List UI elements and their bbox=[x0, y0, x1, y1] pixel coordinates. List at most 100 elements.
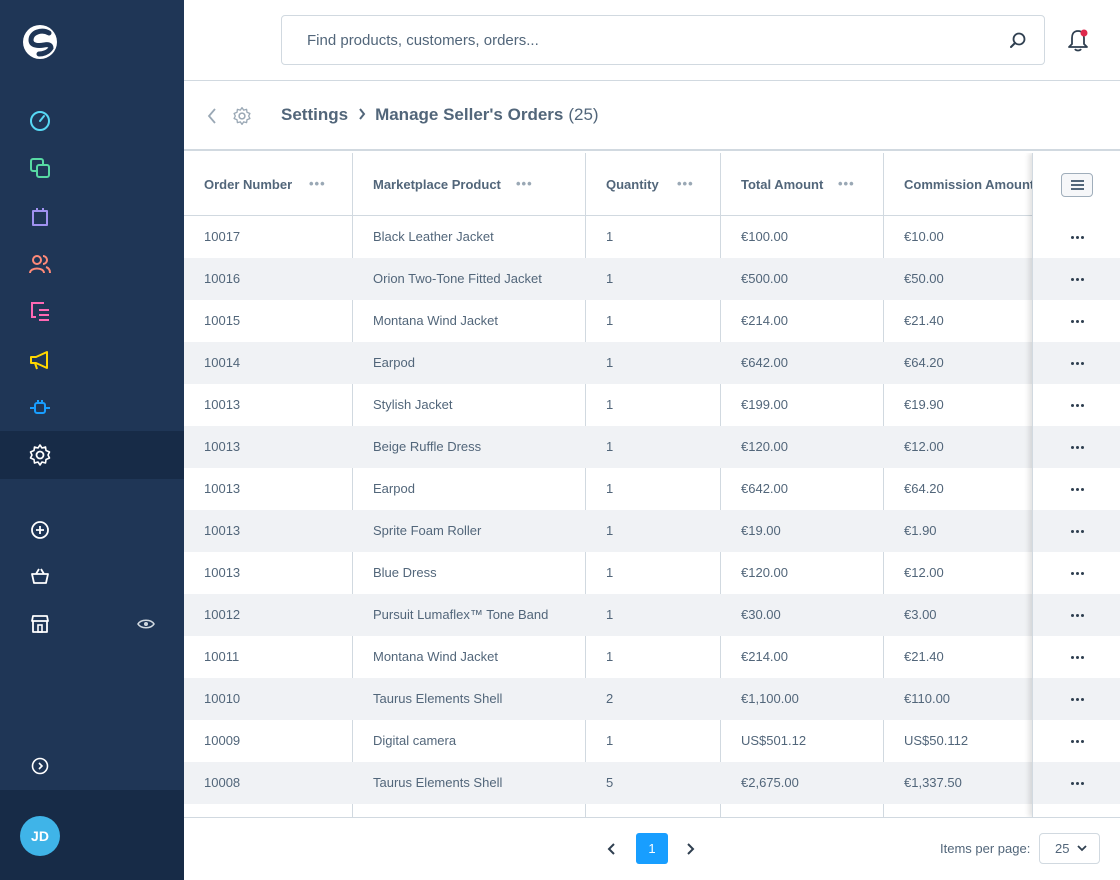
table-row[interactable]: 10017 Black Leather Jacket 1 €100.00 €10.00 bbox=[184, 216, 1032, 258]
column-menu-icon[interactable]: ••• bbox=[677, 176, 694, 191]
row-actions-button[interactable] bbox=[1033, 216, 1120, 258]
nav-customers[interactable] bbox=[0, 240, 184, 288]
commission-amount-cell: €12.00 bbox=[904, 439, 944, 454]
nav-content[interactable] bbox=[0, 288, 184, 336]
row-actions-button[interactable] bbox=[1033, 258, 1120, 300]
table-row[interactable]: 10013 Beige Ruffle Dress 1 €120.00 €12.00 bbox=[184, 426, 1032, 468]
table-row[interactable]: 10013 Blue Dress 1 €120.00 €12.00 bbox=[184, 552, 1032, 594]
row-actions-button[interactable] bbox=[1033, 720, 1120, 762]
commission-amount-cell: €64.20 bbox=[904, 481, 944, 496]
column-settings-button[interactable] bbox=[1061, 173, 1093, 197]
total-amount-cell: €120.00 bbox=[741, 439, 788, 454]
product-cell: Montana Wind Jacket bbox=[373, 313, 499, 328]
table-row[interactable]: 10009 Digital camera 1 US$501.12 US$50.112 bbox=[184, 720, 1032, 762]
order-number-cell: 10013 bbox=[204, 565, 241, 580]
shopping-bag-icon bbox=[32, 208, 48, 226]
product-cell: Black Leather Jacket bbox=[373, 229, 494, 244]
quantity-cell: 1 bbox=[606, 565, 614, 580]
collapse-sidebar[interactable] bbox=[0, 742, 184, 790]
row-actions-button[interactable] bbox=[1033, 510, 1120, 552]
commission-amount-cell: €21.40 bbox=[904, 313, 944, 328]
column-divider[interactable] bbox=[883, 153, 884, 817]
back-arrow-icon[interactable] bbox=[206, 107, 218, 125]
items-per-page-select[interactable]: 25 bbox=[1039, 833, 1100, 864]
nav-sales-channel-storefront[interactable] bbox=[0, 600, 184, 648]
total-amount-cell: €214.00 bbox=[741, 649, 788, 664]
bell-icon[interactable] bbox=[1067, 28, 1089, 52]
product-cell: Digital camera bbox=[373, 733, 457, 748]
row-actions-button[interactable] bbox=[1033, 678, 1120, 720]
nav-marketing[interactable] bbox=[0, 336, 184, 384]
breadcrumb: Settings Manage Seller's Orders (25) bbox=[281, 105, 599, 125]
chevron-down-icon bbox=[1077, 845, 1087, 852]
column-menu-icon[interactable]: ••• bbox=[309, 176, 326, 191]
nav-add[interactable] bbox=[0, 506, 184, 554]
avatar[interactable]: JD bbox=[20, 816, 60, 856]
commission-amount-cell: €3.00 bbox=[904, 607, 937, 622]
gear-icon bbox=[29, 444, 51, 466]
quantity-cell: 1 bbox=[606, 733, 614, 748]
column-divider[interactable] bbox=[720, 153, 721, 817]
product-cell: Orion Two-Tone Fitted Jacket bbox=[373, 271, 542, 286]
column-header-commission-amount[interactable]: Commission Amount bbox=[884, 153, 1032, 216]
search-input[interactable]: Find products, customers, orders... bbox=[307, 32, 539, 49]
row-actions-button[interactable] bbox=[1033, 552, 1120, 594]
column-menu-icon[interactable]: ••• bbox=[516, 176, 533, 191]
table-row[interactable]: 10015 Montana Wind Jacket 1 €214.00 €21.40 bbox=[184, 300, 1032, 342]
total-amount-cell: €30.00 bbox=[741, 607, 781, 622]
nav-orders[interactable] bbox=[0, 192, 184, 240]
row-actions-button[interactable] bbox=[1033, 636, 1120, 678]
quantity-cell: 1 bbox=[606, 607, 614, 622]
page-button-current[interactable]: 1 bbox=[636, 833, 668, 864]
row-actions-button[interactable] bbox=[1033, 342, 1120, 384]
row-actions-button[interactable] bbox=[1033, 594, 1120, 636]
column-divider[interactable] bbox=[352, 153, 353, 817]
table-row[interactable]: 10013 Stylish Jacket 1 €199.00 €19.90 bbox=[184, 384, 1032, 426]
column-header-total-amount[interactable]: Total Amount ••• bbox=[721, 153, 883, 216]
column-menu-icon[interactable]: ••• bbox=[838, 176, 855, 191]
order-number-cell: 10013 bbox=[204, 439, 241, 454]
row-actions-button[interactable] bbox=[1033, 384, 1120, 426]
table-row[interactable]: 10012 Pursuit Lumaflex™ Tone Band 1 €30.00 €… bbox=[184, 594, 1032, 636]
row-actions-button[interactable] bbox=[1033, 762, 1120, 804]
breadcrumb-parent[interactable]: Settings bbox=[281, 105, 349, 124]
order-number-cell: 10012 bbox=[204, 607, 241, 622]
nav-extensions[interactable] bbox=[0, 384, 184, 432]
eye-icon[interactable] bbox=[136, 612, 156, 636]
column-header-marketplace-product[interactable]: Marketplace Product ••• bbox=[353, 153, 585, 216]
table-row[interactable]: 10013 Earpod 1 €642.00 €64.20 bbox=[184, 468, 1032, 510]
nav-sales-channel-basket[interactable] bbox=[0, 552, 184, 600]
row-actions-button[interactable] bbox=[1033, 468, 1120, 510]
previous-page-icon[interactable] bbox=[606, 841, 618, 857]
total-amount-cell: €2,675.00 bbox=[741, 775, 799, 790]
table-row[interactable]: 10014 Earpod 1 €642.00 €64.20 bbox=[184, 342, 1032, 384]
column-divider[interactable] bbox=[585, 153, 586, 817]
items-per-page-value: 25 bbox=[1055, 841, 1070, 856]
product-cell: Blue Dress bbox=[373, 565, 437, 580]
table-row[interactable]: 10010 Taurus Elements Shell 2 €1,100.00 €110… bbox=[184, 678, 1032, 720]
total-amount-cell: €214.00 bbox=[741, 313, 788, 328]
commission-amount-cell: €64.20 bbox=[904, 355, 944, 370]
quantity-cell: 1 bbox=[606, 523, 614, 538]
quantity-cell: 1 bbox=[606, 355, 614, 370]
column-header-quantity[interactable]: Quantity ••• bbox=[586, 153, 720, 216]
search-field[interactable]: Find products, customers, orders... bbox=[281, 15, 1045, 65]
quantity-cell: 1 bbox=[606, 439, 614, 454]
table-row[interactable]: 10016 Orion Two-Tone Fitted Jacket 1 €500.0… bbox=[184, 258, 1032, 300]
shopware-logo[interactable] bbox=[22, 24, 58, 60]
table-row[interactable]: 10011 Montana Wind Jacket 1 €214.00 €21.40 bbox=[184, 636, 1032, 678]
row-actions-button[interactable] bbox=[1033, 426, 1120, 468]
catalogues-icon bbox=[30, 158, 50, 178]
next-page-icon[interactable] bbox=[684, 841, 696, 857]
nav-catalogues[interactable] bbox=[0, 144, 184, 192]
nav-settings[interactable] bbox=[0, 431, 184, 479]
order-number-cell: 10013 bbox=[204, 523, 241, 538]
search-icon[interactable] bbox=[1008, 31, 1028, 51]
customers-icon bbox=[29, 255, 51, 274]
column-header-order-number[interactable]: Order Number ••• bbox=[184, 153, 352, 216]
table-row[interactable]: 10008 Taurus Elements Shell 5 €2,675.00 €1,3… bbox=[184, 762, 1032, 804]
row-actions-button[interactable] bbox=[1033, 300, 1120, 342]
table-row[interactable]: 10013 Sprite Foam Roller 1 €19.00 €1.90 bbox=[184, 510, 1032, 552]
nav-dashboard[interactable] bbox=[0, 96, 184, 144]
product-cell: Earpod bbox=[373, 481, 415, 496]
